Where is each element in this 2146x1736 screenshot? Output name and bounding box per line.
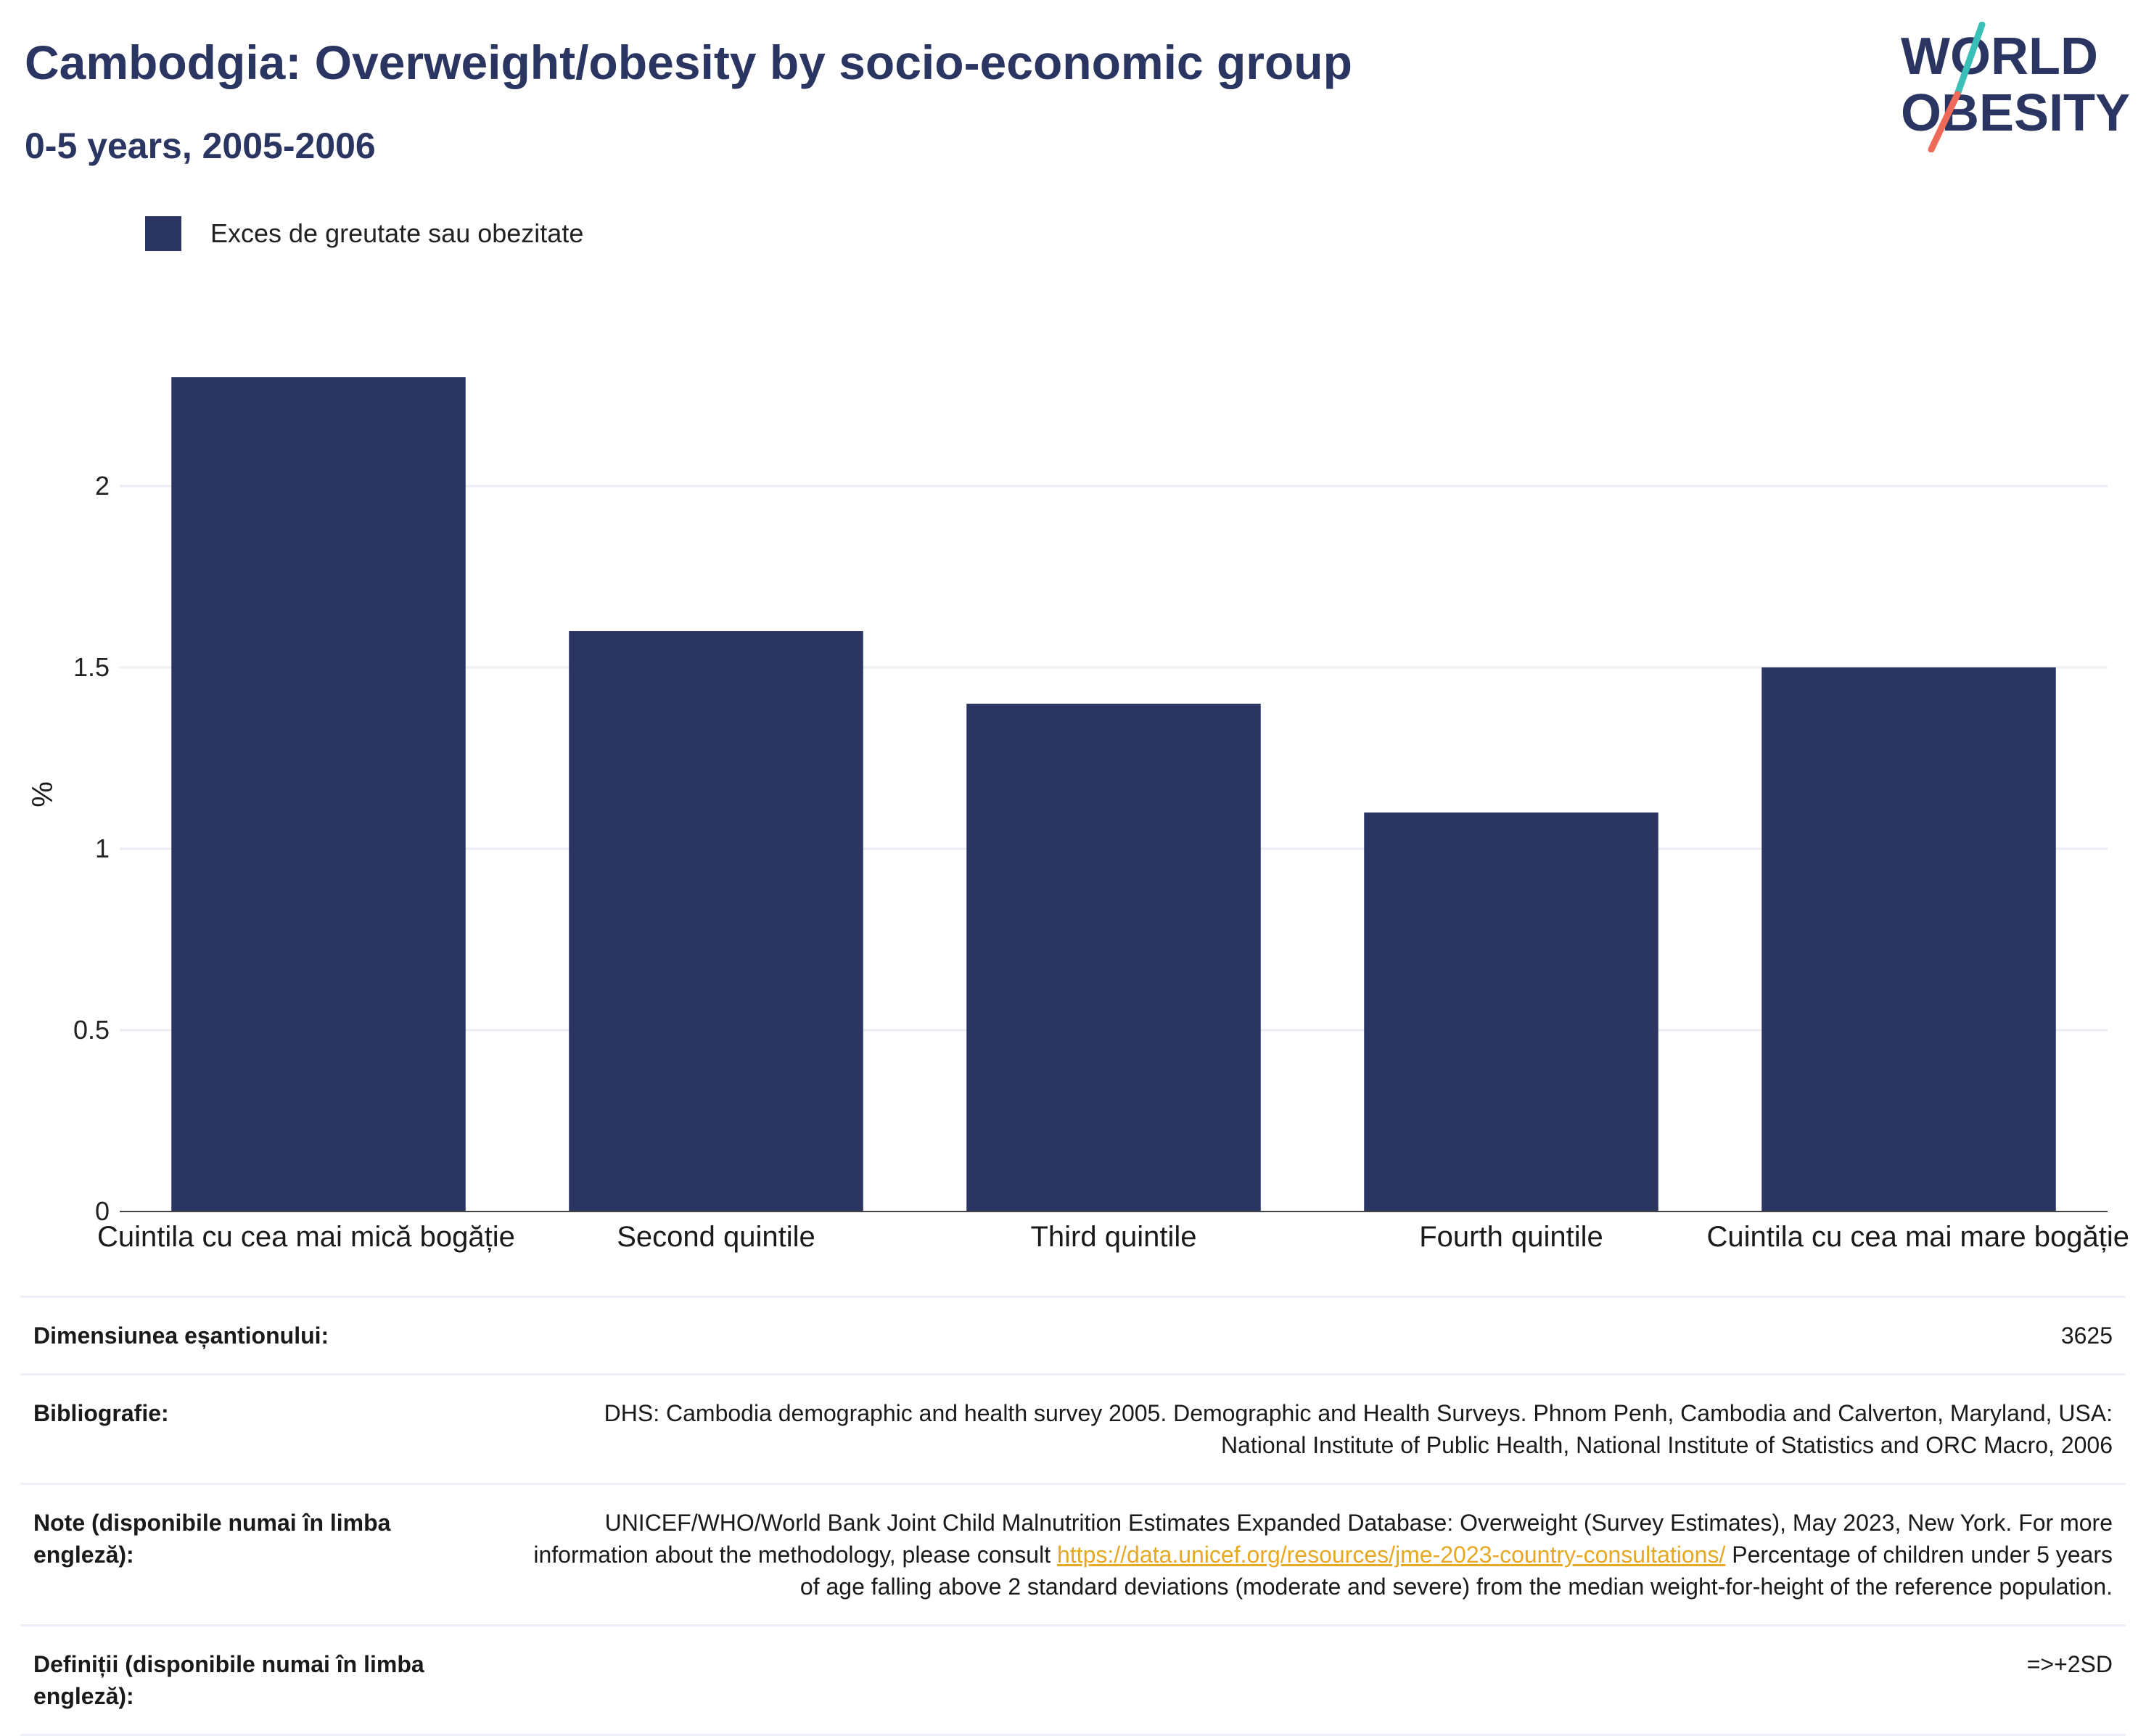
- info-label: Dimensiunea eșantionului:: [33, 1322, 329, 1349]
- x-tick-label: Third quintile: [1030, 1221, 1196, 1253]
- y-tick-label: 2: [95, 471, 110, 501]
- info-value: 3625: [2060, 1322, 2113, 1349]
- logo-slash-coral: [1928, 91, 1961, 152]
- info-row-sample-size: Dimensiunea eșantionului: 3625: [20, 1296, 2126, 1373]
- legend-swatch: [145, 216, 181, 251]
- y-tick-label: 0: [95, 1196, 110, 1226]
- logo-text-world: WORLD: [1901, 28, 2098, 86]
- bar-chart: 0 0.5 1 1.5 2 Cuintila cu cea mai mică bogăți…: [27, 377, 2129, 1253]
- bar: [569, 631, 863, 1212]
- info-value: DHS: Cambodia demographic and health sur…: [604, 1400, 2113, 1458]
- legend-label: Exces de greutate sau obezitate: [210, 218, 584, 248]
- x-tick-label: Cuintila cu cea mai mică bogăție: [97, 1221, 515, 1253]
- info-row-notes: Note (disponibile numai în limba engleză…: [20, 1483, 2126, 1624]
- y-tick-label: 1.5: [73, 652, 110, 682]
- y-axis-label: %: [27, 781, 59, 807]
- info-label: Note (disponibile numai în limba engleză…: [33, 1510, 391, 1568]
- logo-slash-teal: [1954, 22, 1986, 98]
- info-table: Dimensiunea eșantionului: 3625 Bibliogra…: [20, 1296, 2126, 1736]
- info-label: Definiții (disponibile numai în limba en…: [33, 1651, 424, 1709]
- y-tick-label: 0.5: [73, 1015, 110, 1045]
- info-row-definitions: Definiții (disponibile numai în limba en…: [20, 1624, 2126, 1736]
- x-tick-label: Cuintila cu cea mai mare bogăție: [1706, 1221, 2129, 1253]
- x-tick-label: Second quintile: [617, 1221, 815, 1253]
- chart-title: Cambodgia: Overweight/obesity by socio-e…: [25, 36, 1352, 89]
- legend: Exces de greutate sau obezitate: [145, 215, 583, 252]
- x-tick-label: Fourth quintile: [1419, 1221, 1603, 1253]
- y-tick-label: 1: [95, 834, 110, 863]
- notes-text-after: Percentage of children under 5 years of …: [799, 1542, 2113, 1600]
- bar: [1364, 813, 1658, 1212]
- notes-text-before: UNICEF/WHO/World Bank Joint Child Malnut…: [533, 1510, 2113, 1568]
- bar: [966, 704, 1261, 1212]
- bars: [171, 377, 2056, 1212]
- info-value: UNICEF/WHO/World Bank Joint Child Malnut…: [527, 1507, 2113, 1603]
- info-value: =>+2SD: [2026, 1651, 2113, 1677]
- axes: 0 0.5 1 1.5 2 Cuintila cu cea mai mică bogăți…: [27, 471, 2129, 1253]
- bar: [171, 377, 466, 1212]
- world-obesity-logo: WORLD OBESITY: [1901, 22, 2130, 152]
- methodology-link[interactable]: https://data.unicef.org/resources/jme-20…: [1056, 1542, 1726, 1568]
- chart-subtitle: 0-5 years, 2005-2006: [25, 126, 376, 166]
- info-label: Bibliografie:: [33, 1400, 169, 1426]
- info-row-bibliography: Bibliografie: DHS: Cambodia demographic …: [20, 1373, 2126, 1483]
- bar: [1761, 667, 2056, 1212]
